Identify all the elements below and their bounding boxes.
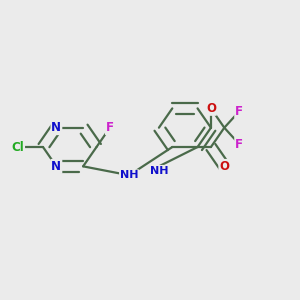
Text: NH: NH <box>150 166 168 176</box>
Text: O: O <box>219 160 229 173</box>
Text: Cl: Cl <box>11 140 24 154</box>
Text: F: F <box>235 138 243 151</box>
Text: F: F <box>106 121 114 134</box>
Text: NH: NH <box>120 170 138 180</box>
Text: F: F <box>235 105 243 118</box>
Text: N: N <box>51 121 62 134</box>
Text: N: N <box>51 160 62 173</box>
Text: O: O <box>206 102 216 115</box>
